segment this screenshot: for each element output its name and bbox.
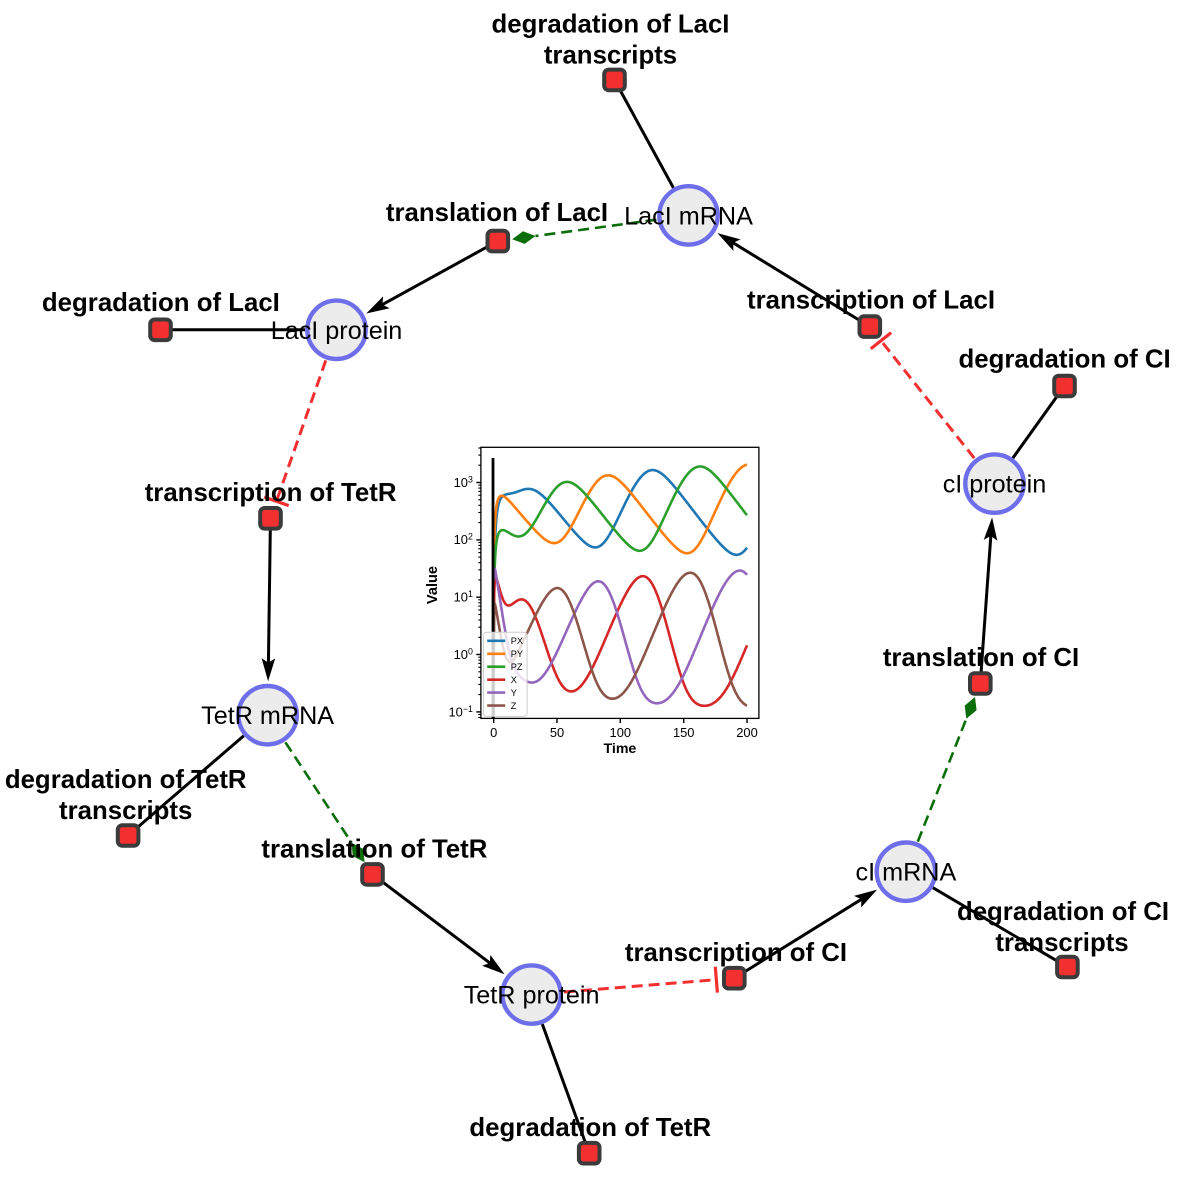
svg-text:degradation of TetR: degradation of TetR <box>5 766 247 794</box>
svg-text:degradation of TetR: degradation of TetR <box>469 1114 711 1142</box>
svg-text:translation of CI: translation of CI <box>883 644 1079 672</box>
svg-text:200: 200 <box>736 725 758 740</box>
svg-text:cI mRNA: cI mRNA <box>856 859 957 887</box>
svg-text:50: 50 <box>550 725 564 740</box>
svg-text:TetR mRNA: TetR mRNA <box>201 702 334 730</box>
svg-text:translation of LacI: translation of LacI <box>386 199 608 227</box>
svg-text:Time: Time <box>603 741 636 757</box>
svg-text:cI protein: cI protein <box>943 471 1047 499</box>
svg-text:0: 0 <box>490 725 497 740</box>
svg-text:degradation of CI: degradation of CI <box>959 345 1171 373</box>
svg-text:Value: Value <box>425 566 441 604</box>
svg-text:LacI mRNA: LacI mRNA <box>624 202 753 230</box>
svg-text:transcription of LacI: transcription of LacI <box>747 287 995 315</box>
svg-text:150: 150 <box>673 725 695 740</box>
svg-text:TetR protein: TetR protein <box>464 982 600 1010</box>
svg-text:100: 100 <box>610 725 632 740</box>
svg-text:degradation of LacI: degradation of LacI <box>492 10 730 38</box>
svg-text:translation of TetR: translation of TetR <box>261 836 487 864</box>
svg-text:transcription of TetR: transcription of TetR <box>145 479 397 507</box>
svg-text:PY: PY <box>511 649 523 659</box>
svg-text:PZ: PZ <box>511 662 523 672</box>
svg-text:PX: PX <box>511 636 523 646</box>
svg-text:degradation of CI: degradation of CI <box>957 898 1169 926</box>
svg-text:transcripts: transcripts <box>995 929 1128 957</box>
svg-text:X: X <box>511 675 517 685</box>
svg-text:Y: Y <box>511 688 517 698</box>
svg-text:transcripts: transcripts <box>544 41 677 69</box>
svg-text:transcription of CI: transcription of CI <box>625 939 847 967</box>
svg-text:LacI protein: LacI protein <box>271 317 403 345</box>
svg-text:degradation of LacI: degradation of LacI <box>42 289 280 317</box>
svg-text:transcripts: transcripts <box>59 797 192 825</box>
svg-text:Z: Z <box>511 701 517 711</box>
